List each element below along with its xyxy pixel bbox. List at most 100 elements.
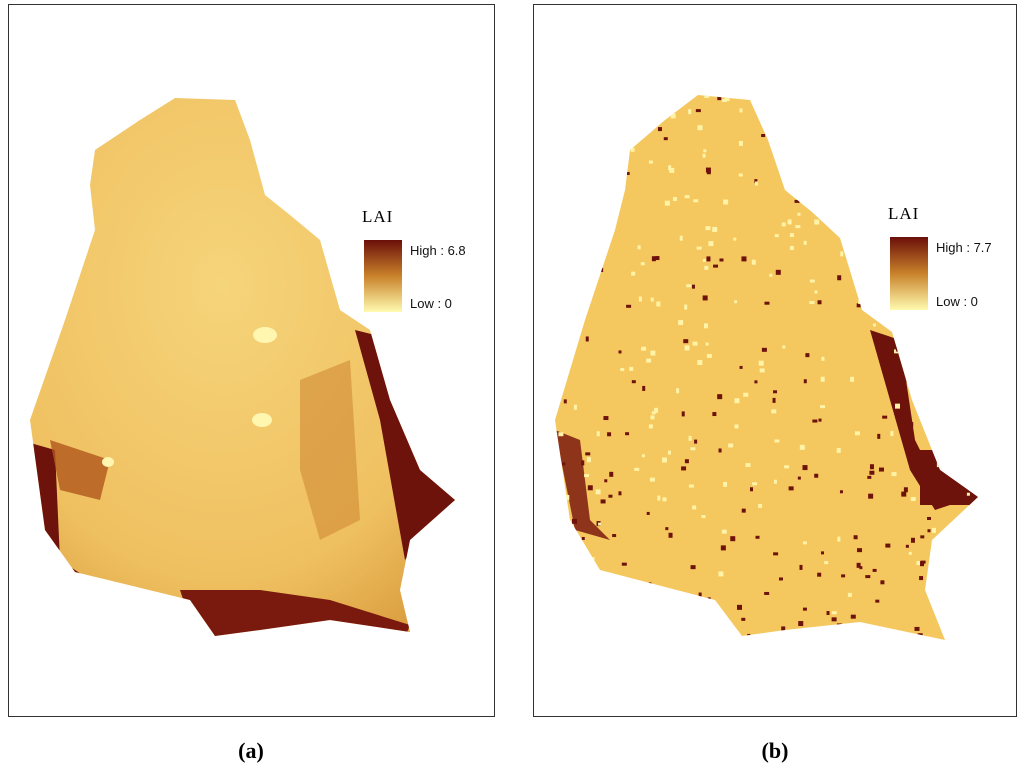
- speckle: [626, 171, 630, 175]
- speckle: [717, 95, 722, 101]
- speckle: [812, 419, 818, 423]
- speckle: [657, 495, 661, 501]
- speckle: [906, 425, 912, 429]
- speckle: [886, 385, 892, 390]
- speckle: [910, 496, 916, 501]
- speckle: [741, 256, 747, 262]
- speckle: [697, 125, 703, 131]
- speckle: [603, 416, 609, 421]
- speckle: [688, 435, 692, 441]
- speckle: [831, 611, 837, 615]
- speckle: [706, 256, 711, 262]
- speckle: [865, 575, 871, 579]
- speckle: [854, 431, 860, 436]
- speckle: [894, 403, 900, 409]
- speckle: [718, 571, 724, 577]
- speckle: [909, 422, 914, 428]
- speckle: [908, 551, 912, 555]
- speckle: [802, 465, 808, 471]
- speckle: [802, 607, 807, 611]
- speckle: [803, 379, 807, 384]
- speckle: [837, 536, 841, 542]
- speckle: [596, 431, 600, 437]
- speckle: [799, 564, 803, 570]
- speckle: [706, 353, 712, 358]
- speckle: [621, 562, 627, 566]
- panel-b: LAI High : 7.7 Low : 0 (b): [533, 4, 1017, 763]
- speckle: [882, 415, 888, 419]
- speckle: [868, 493, 874, 499]
- speckle: [651, 256, 656, 262]
- speckle: [690, 447, 696, 451]
- speckle: [754, 380, 758, 384]
- speckle: [698, 592, 702, 598]
- speckle: [694, 439, 698, 444]
- speckle: [734, 424, 739, 429]
- speckle: [702, 295, 708, 301]
- speckle: [626, 304, 632, 308]
- speckle: [773, 479, 777, 484]
- speckle: [799, 444, 805, 450]
- panel-a: LAI High : 6.8 Low : 0 (a): [8, 4, 495, 763]
- speckle: [890, 431, 894, 437]
- speckle: [721, 529, 727, 534]
- speckle: [713, 264, 719, 268]
- speckle: [905, 544, 909, 548]
- speckle: [648, 424, 653, 429]
- speckle: [662, 457, 668, 463]
- speckle: [789, 245, 794, 250]
- speckle: [573, 404, 577, 410]
- speckle: [704, 95, 710, 98]
- speckle: [706, 171, 711, 175]
- speckle: [736, 604, 742, 610]
- speckle: [693, 199, 699, 203]
- speckle: [650, 415, 655, 420]
- speckle: [798, 621, 804, 627]
- speckle: [803, 240, 807, 245]
- speckle: [850, 614, 856, 619]
- speckle: [584, 474, 590, 478]
- speckle: [814, 219, 820, 225]
- speckle: [814, 290, 818, 294]
- speckle: [824, 561, 829, 565]
- speckle: [730, 536, 736, 542]
- speckle: [847, 592, 852, 597]
- speckle: [683, 339, 689, 344]
- speckle: [754, 181, 758, 186]
- speckle: [857, 548, 863, 553]
- speckle: [656, 301, 661, 307]
- speckle: [769, 273, 773, 277]
- speckle: [859, 566, 863, 570]
- speckle: [931, 500, 937, 504]
- speckle: [797, 476, 801, 480]
- speckle: [595, 489, 601, 495]
- speckle: [903, 487, 908, 493]
- speckle: [728, 443, 734, 448]
- speckle: [723, 199, 729, 205]
- speckle: [821, 356, 825, 361]
- speckle: [664, 200, 670, 206]
- speckle: [723, 481, 728, 487]
- speckle: [631, 380, 636, 384]
- speckle: [910, 537, 915, 543]
- speckle: [651, 411, 656, 415]
- speckle: [752, 482, 758, 486]
- speckle: [712, 412, 717, 417]
- speckle: [634, 467, 640, 471]
- speckle: [877, 433, 881, 439]
- speckle: [668, 165, 672, 171]
- speckle: [778, 577, 783, 581]
- speckle: [836, 447, 841, 453]
- speckle: [670, 113, 676, 119]
- speckle: [839, 490, 843, 494]
- speckle: [795, 225, 801, 229]
- speckle: [704, 265, 709, 270]
- speckle: [869, 470, 875, 475]
- speckle: [917, 633, 923, 637]
- speckle: [701, 515, 706, 519]
- speckle: [705, 226, 711, 231]
- speckle: [788, 486, 794, 491]
- speckle: [966, 492, 970, 496]
- speckle: [721, 98, 727, 102]
